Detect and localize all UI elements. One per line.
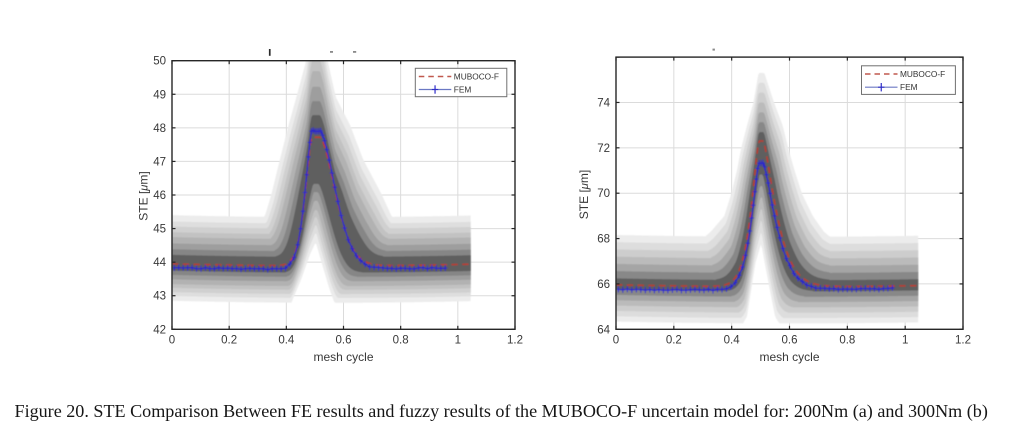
svg-text:mesh cycle: mesh cycle — [759, 350, 819, 364]
svg-text:0.4: 0.4 — [278, 334, 295, 346]
svg-text:44: 44 — [153, 257, 166, 269]
svg-text:43: 43 — [153, 291, 166, 303]
svg-text:STE [μm]: STE [μm] — [137, 171, 151, 220]
svg-text:49: 49 — [153, 89, 166, 101]
svg-text:1: 1 — [902, 334, 908, 346]
svg-text:64: 64 — [597, 324, 610, 336]
svg-text:66: 66 — [597, 279, 610, 291]
svg-text:1.2: 1.2 — [507, 334, 523, 346]
svg-text:mesh cycle: mesh cycle — [313, 350, 373, 364]
svg-text:0: 0 — [613, 334, 619, 346]
svg-text:48: 48 — [153, 123, 166, 135]
svg-text:1: 1 — [455, 334, 461, 346]
svg-text:0.2: 0.2 — [221, 334, 237, 346]
svg-text:FEM: FEM — [900, 82, 918, 92]
svg-text:0.8: 0.8 — [393, 334, 409, 346]
svg-text:MUBOCO-F: MUBOCO-F — [900, 69, 945, 79]
svg-text:FEM: FEM — [454, 85, 472, 95]
svg-text:46: 46 — [153, 190, 166, 202]
svg-text:72: 72 — [597, 143, 610, 155]
svg-text:0.8: 0.8 — [839, 334, 855, 346]
svg-text:74: 74 — [597, 97, 610, 109]
svg-text:68: 68 — [597, 234, 610, 246]
svg-text:STE [μm]: STE [μm] — [577, 170, 591, 219]
svg-text:MUBOCO-F: MUBOCO-F — [454, 72, 499, 82]
svg-text:0.2: 0.2 — [666, 334, 682, 346]
svg-text:0.4: 0.4 — [724, 334, 741, 346]
svg-text:0.6: 0.6 — [782, 334, 798, 346]
svg-text:47: 47 — [153, 156, 166, 168]
svg-text:0: 0 — [169, 334, 175, 346]
svg-text:45: 45 — [153, 224, 166, 236]
svg-text:42: 42 — [153, 324, 166, 336]
svg-text:1.2: 1.2 — [955, 334, 971, 346]
svg-text:0.6: 0.6 — [336, 334, 352, 346]
svg-text:70: 70 — [597, 188, 610, 200]
svg-text:50: 50 — [153, 56, 166, 68]
